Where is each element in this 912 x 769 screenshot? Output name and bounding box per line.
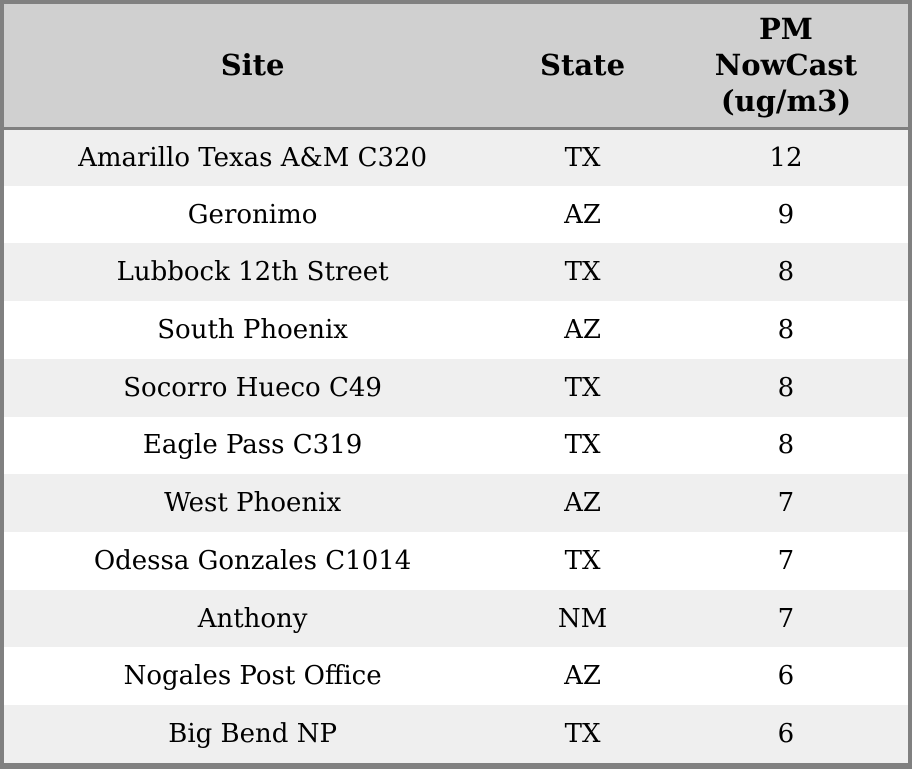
cell-state: TX	[564, 257, 601, 288]
table-row: Amarillo Texas A&M C320 TX 12	[4, 128, 908, 186]
cell-state: NM	[557, 603, 608, 634]
table-row: Geronimo AZ 9	[4, 185, 908, 244]
cell-site: South Phoenix	[157, 315, 348, 346]
table-row: Odessa Gonzales C1014 TX 7	[4, 532, 908, 590]
column-header-pm-nowcast: PM NowCast (ug/m3)	[663, 4, 908, 130]
cell-site: West Phoenix	[164, 488, 342, 519]
cell-state: TX	[564, 142, 601, 173]
cell-state: AZ	[564, 199, 601, 230]
cell-pm: 9	[777, 199, 795, 230]
table-row: Socorro Hueco C49 TX 8	[4, 358, 908, 417]
table-header: Site State PM NowCast (ug/m3)	[4, 4, 908, 130]
cell-pm: 8	[777, 430, 795, 461]
cell-pm: 8	[777, 315, 795, 346]
cell-state: TX	[564, 545, 601, 576]
cell-site: Big Bend NP	[168, 719, 337, 750]
table-row: Anthony NM 7	[4, 589, 908, 648]
cell-pm: 8	[777, 257, 795, 288]
cell-site: Anthony	[197, 603, 308, 634]
column-header-state: State	[501, 4, 664, 130]
cell-pm: 6	[777, 661, 795, 692]
cell-site: Odessa Gonzales C1014	[93, 545, 412, 576]
table-row: Nogales Post Office AZ 6	[4, 647, 908, 706]
cell-state: AZ	[564, 488, 601, 519]
table-row: Eagle Pass C319 TX 8	[4, 416, 908, 475]
table-row: Big Bend NP TX 6	[4, 705, 908, 763]
cell-site: Lubbock 12th Street	[116, 257, 389, 288]
cell-state: TX	[564, 430, 601, 461]
cell-site: Geronimo	[187, 199, 318, 230]
cell-pm: 12	[769, 142, 803, 173]
cell-site: Eagle Pass C319	[142, 430, 363, 461]
cell-state: AZ	[564, 661, 601, 692]
table-row: Lubbock 12th Street TX 8	[4, 243, 908, 302]
table-row: South Phoenix AZ 8	[4, 301, 908, 359]
pm-nowcast-table: Site State PM NowCast (ug/m3) Amarillo T…	[4, 4, 908, 763]
cell-state: AZ	[564, 315, 601, 346]
cell-state: TX	[564, 372, 601, 403]
table-body: Amarillo Texas A&M C320 TX 12 Geronimo A…	[4, 128, 908, 763]
cell-site: Nogales Post Office	[123, 661, 382, 692]
cell-site: Socorro Hueco C49	[123, 372, 382, 403]
cell-site: Amarillo Texas A&M C320	[78, 142, 428, 173]
cell-state: TX	[564, 719, 601, 750]
column-header-site: Site	[4, 4, 502, 130]
cell-pm: 6	[777, 719, 795, 750]
header-row: Site State PM NowCast (ug/m3)	[4, 4, 908, 130]
cell-pm: 7	[777, 603, 795, 634]
table-row: West Phoenix AZ 7	[4, 474, 908, 533]
cell-pm: 8	[777, 372, 795, 403]
cell-pm: 7	[777, 488, 795, 519]
cell-pm: 7	[777, 545, 795, 576]
